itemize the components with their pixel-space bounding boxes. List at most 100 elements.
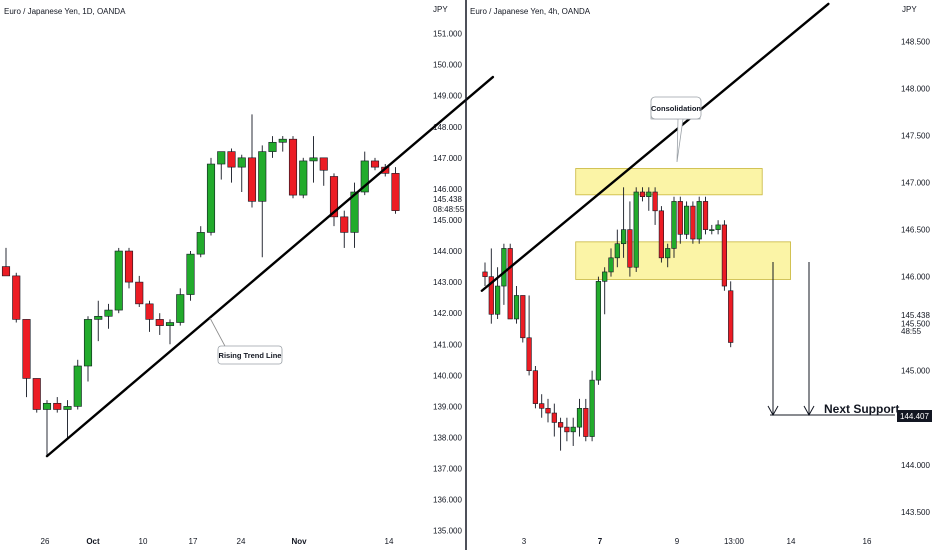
candle <box>73 359 82 410</box>
candle-body <box>627 229 633 268</box>
candle <box>526 295 532 376</box>
candle <box>696 196 702 244</box>
candle <box>501 243 507 305</box>
candle <box>602 267 608 315</box>
candle-body <box>165 322 175 326</box>
candle-body <box>63 406 72 410</box>
candle <box>53 397 62 413</box>
candle <box>608 248 614 277</box>
y-tick-label: 144.000 <box>901 461 930 470</box>
candle-body <box>488 276 494 315</box>
candle <box>658 206 664 263</box>
candle-body <box>53 402 62 410</box>
candle-body <box>683 205 690 235</box>
candle-body <box>12 275 21 320</box>
y-tick-label: 147.000 <box>433 154 462 163</box>
y-tick-label: 139.000 <box>433 402 462 411</box>
candle-body <box>721 224 727 287</box>
four-hour-currency-label: JPY <box>902 5 917 14</box>
candle-body <box>145 303 154 320</box>
candle <box>583 398 589 442</box>
x-tick-label: 13:00 <box>724 537 745 546</box>
candle-body <box>237 157 246 168</box>
candle <box>633 187 639 272</box>
y-tick-label: 146.000 <box>433 185 462 194</box>
candle <box>237 154 246 192</box>
daily-currency-label: JPY <box>433 5 448 14</box>
candle-body <box>155 319 164 326</box>
rising-trend-line <box>45 75 495 458</box>
y-tick-label: 142.000 <box>433 309 462 318</box>
candle <box>646 187 652 211</box>
y-tick-label: 145.000 <box>433 216 462 225</box>
candle-body <box>391 173 400 211</box>
candle-body <box>696 201 702 240</box>
candle-body <box>557 422 564 428</box>
four-hour-trend-line <box>480 2 830 292</box>
y-tick-label: 143.000 <box>433 278 462 287</box>
candle <box>551 403 557 437</box>
four-hour-y-axis: 148.500 148.000 147.500 147.000 146.500 146.0… <box>901 38 930 517</box>
x-tick-label: 10 <box>139 537 148 546</box>
candle <box>176 288 185 326</box>
y-tick-label: 148.500 <box>901 38 930 47</box>
x-tick-label: 17 <box>189 537 198 546</box>
candle-body <box>507 248 513 320</box>
trend-callout-pointer <box>209 317 227 349</box>
support-zone <box>575 241 791 280</box>
candle-body <box>652 191 658 212</box>
candle-body <box>589 379 595 437</box>
candle <box>620 187 627 258</box>
y-tick-label: 136.000 <box>433 496 462 505</box>
candle <box>391 167 400 214</box>
candle-body <box>135 281 144 305</box>
candle-body <box>614 243 620 259</box>
candle-body <box>206 163 216 233</box>
candle <box>482 262 488 287</box>
candle <box>329 173 339 227</box>
four-hour-chart-title: Euro / Japanese Yen, 4h, OANDA <box>470 7 591 16</box>
candle-body <box>329 176 339 218</box>
candle <box>186 251 195 301</box>
candle-body <box>583 408 589 437</box>
candle <box>520 295 526 343</box>
daily-candles <box>1 114 400 457</box>
candle <box>299 157 308 199</box>
y-tick-label: 144.000 <box>433 247 462 256</box>
y-tick-label: 148.000 <box>433 123 462 132</box>
x-tick-label: 3 <box>522 537 527 546</box>
y-tick-label: 149.000 <box>433 92 462 101</box>
candle-body <box>83 319 93 367</box>
daily-last-price-countdown: 08:48:55 <box>433 205 465 214</box>
candle <box>247 114 257 208</box>
candle-body <box>658 210 664 259</box>
y-tick-label: 140.000 <box>433 371 462 380</box>
y-tick-label: 137.000 <box>433 465 462 474</box>
candle <box>671 196 677 258</box>
y-tick-label: 148.000 <box>901 85 930 94</box>
candle-body <box>42 402 52 410</box>
x-tick-label: 7 <box>598 537 603 546</box>
y-tick-label: 151.000 <box>433 30 462 39</box>
candle <box>721 220 727 291</box>
candle <box>557 417 564 451</box>
candle <box>360 151 369 196</box>
candle <box>83 316 93 382</box>
candle-body <box>728 290 734 343</box>
candle-body <box>176 294 185 323</box>
candle <box>513 286 520 324</box>
last-price-countdown: 48:55 <box>901 327 922 336</box>
x-tick-label: Nov <box>291 537 307 546</box>
candle-body <box>370 160 380 168</box>
candle-body <box>608 257 614 273</box>
y-tick-label: 147.500 <box>901 132 930 141</box>
candle-body <box>551 412 557 423</box>
candle <box>614 229 620 268</box>
candle-body <box>104 309 113 317</box>
four-hour-candles <box>482 187 734 451</box>
candle-body <box>646 191 652 198</box>
candle <box>196 226 205 258</box>
candle <box>22 319 31 398</box>
candle-body <box>715 224 721 230</box>
